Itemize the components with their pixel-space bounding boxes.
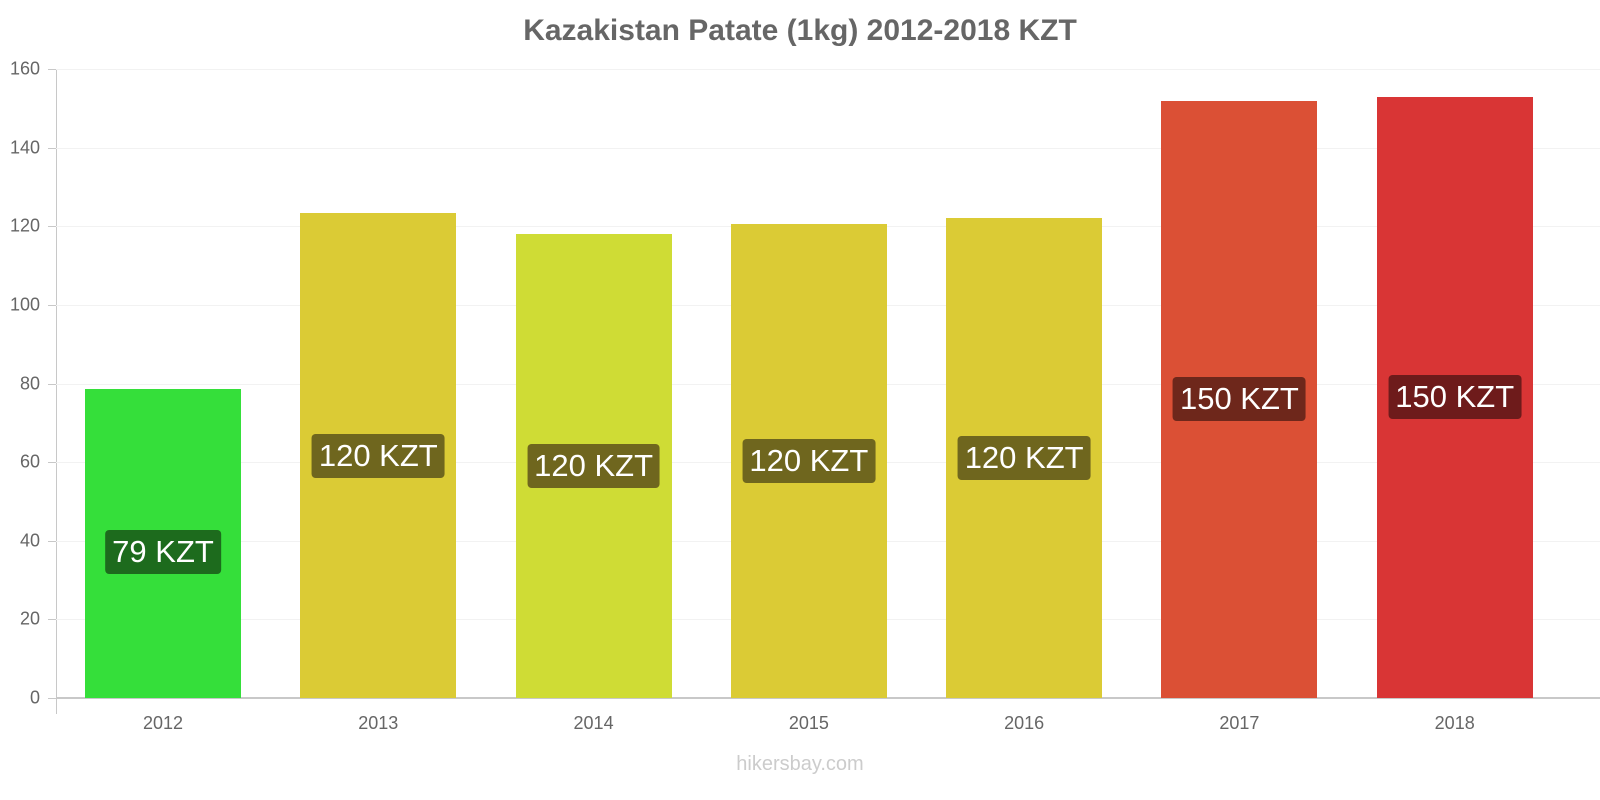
y-tick-mark — [48, 147, 56, 149]
y-tick-mark — [48, 383, 56, 385]
y-tick-mark — [48, 304, 56, 306]
x-tick-label: 2018 — [1434, 713, 1475, 733]
y-tick-label: 160 — [9, 58, 40, 79]
y-tick-label: 0 — [29, 687, 40, 708]
bar-2014[interactable]: 120 KZT — [515, 234, 672, 698]
y-tick-mark — [48, 226, 56, 228]
bar-value-label: 120 KZT — [311, 433, 445, 478]
y-tick-mark — [48, 619, 56, 621]
gridline — [56, 69, 1600, 70]
y-tick-mark — [48, 69, 56, 70]
x-axis — [56, 697, 1600, 699]
bar-value-label: 150 KZT — [1388, 375, 1522, 420]
y-tick-label: 60 — [19, 451, 40, 472]
gridline — [56, 147, 1600, 149]
y-tick-mark — [48, 698, 56, 699]
x-tick-label: 2015 — [788, 713, 829, 733]
bar-2015[interactable]: 120 KZT — [730, 224, 887, 698]
bar-value-label: 120 KZT — [742, 439, 876, 484]
watermark: hikersbay.com — [736, 753, 864, 775]
bar-2012[interactable]: 79 KZT — [85, 389, 241, 698]
bar-2017[interactable]: 150 KZT — [1161, 100, 1318, 698]
plot-area: 0 20 40 60 80 100 120 140 160 79 KZT 2012 120 KZT 20… — [10, 59, 1600, 733]
bar-2018[interactable]: 150 KZT — [1376, 96, 1533, 698]
bar-value-label: 120 KZT — [957, 436, 1091, 481]
y-tick-label: 100 — [9, 294, 40, 315]
y-tick-label: 140 — [9, 137, 40, 158]
x-tick-label: 2017 — [1219, 713, 1260, 733]
x-tick-label: 2014 — [573, 713, 614, 733]
chart-title: Kazakistan Patate (1kg) 2012-2018 KZT — [523, 14, 1077, 47]
bar-2013[interactable]: 120 KZT — [300, 213, 457, 698]
x-tick-label: 2013 — [358, 713, 399, 733]
x-tick-label: 2012 — [142, 713, 184, 733]
y-axis — [56, 69, 57, 714]
y-tick-label: 40 — [19, 530, 40, 551]
bar-value-label: 120 KZT — [527, 444, 661, 489]
x-tick-label: 2016 — [1004, 713, 1045, 733]
bar-2016[interactable]: 120 KZT — [946, 218, 1103, 698]
y-tick-mark — [48, 462, 56, 464]
bar-value-label: 150 KZT — [1172, 377, 1306, 422]
y-tick-label: 80 — [19, 373, 40, 393]
y-tick-mark — [48, 540, 56, 542]
y-tick-label: 120 — [9, 215, 40, 236]
y-tick-label: 20 — [19, 608, 40, 629]
bar-value-label: 79 KZT — [105, 529, 221, 574]
